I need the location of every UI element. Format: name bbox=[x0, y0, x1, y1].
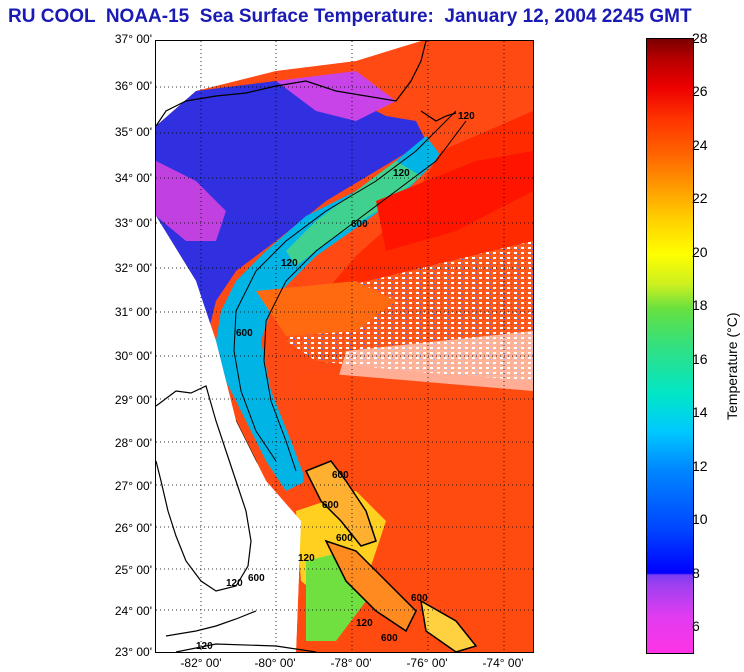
lat-label: 27° 00' bbox=[114, 479, 152, 493]
contour-label: 120 bbox=[196, 641, 213, 652]
cold-water-north bbox=[156, 81, 426, 341]
colorbar-tick: 26 bbox=[692, 83, 708, 99]
colorbar-tick: 24 bbox=[692, 137, 708, 153]
contour-label: 600 bbox=[248, 573, 265, 584]
lat-label: 35° 00' bbox=[114, 125, 152, 139]
lon-label: -74° 00' bbox=[482, 656, 524, 670]
lon-label: -76° 00' bbox=[406, 656, 448, 670]
bahamas-islands bbox=[304, 460, 377, 547]
contour-label: 600 bbox=[236, 328, 253, 339]
shelf-green bbox=[286, 161, 421, 266]
lat-label: 30° 00' bbox=[114, 349, 152, 363]
lat-label: 36° 00' bbox=[114, 79, 152, 93]
lat-label: 32° 00' bbox=[114, 261, 152, 275]
shelf-band bbox=[216, 136, 441, 491]
warm-core bbox=[376, 151, 533, 251]
contour-label: 600 bbox=[332, 470, 349, 481]
chart-title: RU COOL NOAA-15 Sea Surface Temperature:… bbox=[8, 6, 692, 27]
contour-label: 120 bbox=[356, 618, 373, 629]
contour-label: 120 bbox=[458, 111, 475, 122]
sst-map: 120 120 600 120 600 600 600 600 120 120 … bbox=[155, 40, 534, 653]
coastline bbox=[420, 110, 457, 122]
lat-label: 31° 00' bbox=[114, 305, 152, 319]
contour-label: 120 bbox=[226, 578, 243, 589]
contour-label: 600 bbox=[381, 633, 398, 644]
keys-coastline bbox=[165, 610, 257, 637]
graticule bbox=[156, 41, 533, 652]
colorbar-tick: 12 bbox=[692, 458, 708, 474]
lat-label: 23° 00' bbox=[114, 645, 152, 659]
colorbar-tick: 14 bbox=[692, 404, 708, 420]
contour-label: 600 bbox=[322, 500, 339, 511]
colorbar-tick: 20 bbox=[692, 244, 708, 260]
cuba-coastline bbox=[175, 643, 317, 652]
lat-label: 25° 00' bbox=[114, 563, 152, 577]
lon-label: -82° 00' bbox=[180, 656, 222, 670]
sst-map-svg: 120 120 600 120 600 600 600 600 120 120 … bbox=[156, 41, 533, 652]
bahamas-islands bbox=[420, 599, 478, 652]
colorbar-tick: 22 bbox=[692, 190, 708, 206]
orange-patch bbox=[256, 281, 396, 336]
contour-label: 600 bbox=[351, 219, 368, 230]
contour-label: 600 bbox=[336, 533, 353, 544]
contour-label: 120 bbox=[298, 553, 315, 564]
no-data-wedge bbox=[156, 216, 301, 652]
lat-label: 26° 00' bbox=[114, 521, 152, 535]
colorbar-tick: 8 bbox=[692, 565, 700, 581]
isobath-600 bbox=[263, 120, 467, 472]
colorbar-label: Temperature (°C) bbox=[724, 312, 740, 420]
lat-label: 28° 00' bbox=[114, 436, 152, 450]
contour-label: 120 bbox=[393, 168, 410, 179]
colorbar-gradient bbox=[647, 39, 693, 653]
lat-label: 37° 00' bbox=[114, 32, 152, 46]
coastline bbox=[156, 41, 427, 127]
contour-label: 120 bbox=[281, 258, 298, 269]
magenta-patch bbox=[156, 161, 226, 241]
colorbar-tick: 10 bbox=[692, 511, 708, 527]
bahamas-islands bbox=[324, 539, 417, 633]
colorbar-tick: 16 bbox=[692, 351, 708, 367]
lat-label: 33° 00' bbox=[114, 216, 152, 230]
lon-label: -80° 00' bbox=[254, 656, 296, 670]
colorbar-tick: 6 bbox=[692, 618, 700, 634]
colorbar-tick: 28 bbox=[692, 30, 708, 46]
colorbar bbox=[646, 38, 694, 654]
lat-label: 34° 00' bbox=[114, 171, 152, 185]
magenta-patch bbox=[276, 71, 396, 121]
florida-coastline bbox=[156, 385, 252, 592]
contour-label: 600 bbox=[411, 593, 428, 604]
colorbar-tick: 18 bbox=[692, 297, 708, 313]
lon-label: -78° 00' bbox=[330, 656, 372, 670]
lat-label: 29° 00' bbox=[114, 393, 152, 407]
lat-label: 24° 00' bbox=[114, 604, 152, 618]
isobath-120 bbox=[233, 110, 457, 462]
